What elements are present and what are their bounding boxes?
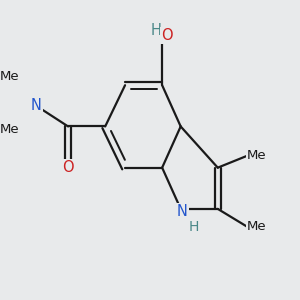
Text: Me: Me: [0, 70, 20, 83]
Text: H: H: [151, 23, 162, 38]
Text: N: N: [31, 98, 42, 113]
Text: N: N: [177, 204, 188, 219]
Text: Me: Me: [247, 149, 266, 162]
Text: Me: Me: [247, 220, 266, 233]
Text: O: O: [161, 28, 173, 43]
Text: H: H: [189, 220, 199, 234]
Text: O: O: [62, 160, 74, 175]
Text: Me: Me: [0, 123, 20, 136]
